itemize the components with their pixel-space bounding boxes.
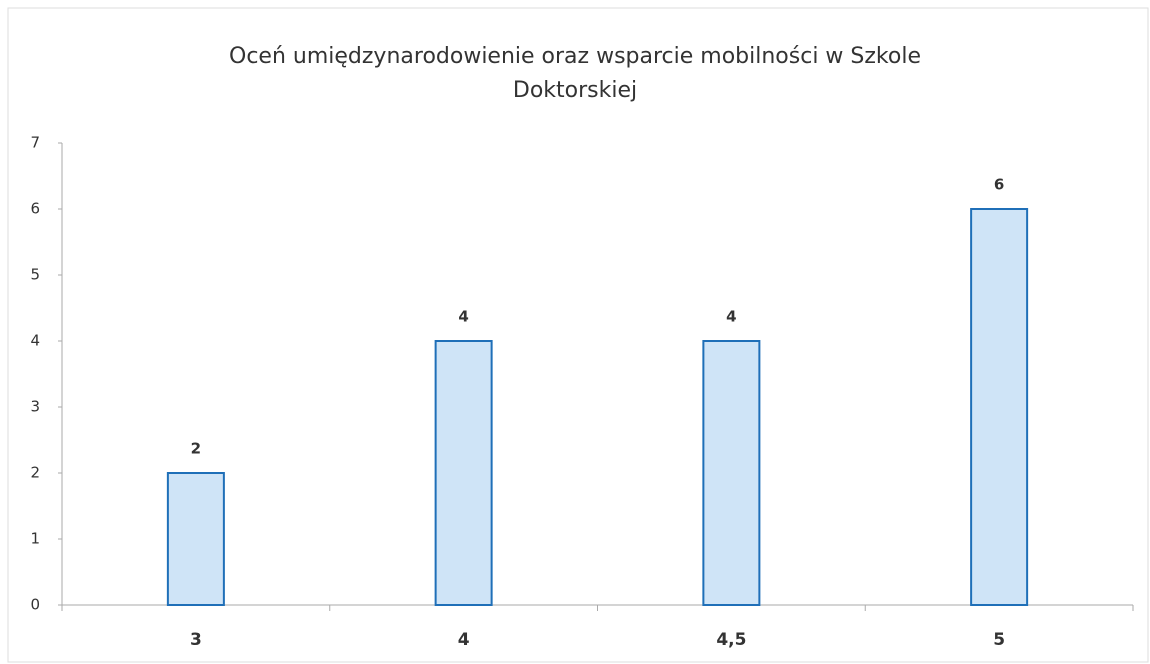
x-tick-label: 4,5 [716,630,746,650]
bar [970,208,1029,606]
y-tick-label: 1 [30,530,40,548]
chart-title: Oceń umiędzynarodowienie oraz wsparcie m… [229,44,921,103]
y-tick-label: 2 [30,464,40,482]
frame [7,7,1149,663]
data-label: 6 [994,176,1004,194]
y-tick-label: 5 [30,266,40,284]
data-label: 2 [191,440,201,458]
x-tick-label: 5 [993,630,1005,650]
y-tick-label: 7 [30,134,40,152]
y-tick-label: 4 [30,332,40,350]
data-label: 4 [726,308,736,326]
y-tick-label: 0 [30,596,40,614]
x-tick-label: 4 [458,630,470,650]
y-tick-label: 3 [30,398,40,416]
x-tick-label: 3 [190,630,202,650]
y-tick-label: 6 [30,200,40,218]
bar [166,472,225,606]
data-label: 4 [458,308,468,326]
bar [434,340,493,606]
bar [702,340,761,606]
